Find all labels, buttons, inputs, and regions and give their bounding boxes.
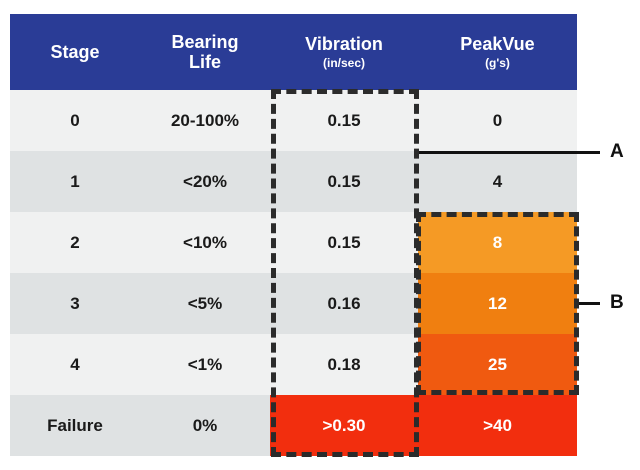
stage-cell: 4 bbox=[70, 354, 80, 374]
peakvue-cell-failure: >40 bbox=[418, 395, 577, 456]
vibration-dashed-outline bbox=[271, 89, 419, 457]
table-header: Stage Bearing Life Vibration (in/sec) Pe… bbox=[10, 14, 577, 90]
header-bearing-life: Bearing Life bbox=[140, 14, 270, 90]
bearing-life-cell: <5% bbox=[187, 293, 223, 313]
vibration-cell: 0.15 bbox=[327, 110, 361, 130]
vibration-cell: 0.15 bbox=[327, 232, 361, 252]
bearing-life-cell: 20-100% bbox=[170, 110, 240, 130]
header-bearing-label-2: Life bbox=[188, 52, 221, 72]
vibration-cell: 0.15 bbox=[327, 171, 361, 191]
callout-a-label: A bbox=[610, 141, 624, 162]
peakvue-cell-warning: 12 bbox=[418, 273, 577, 334]
stage-cell: 2 bbox=[70, 232, 80, 252]
header-stage: Stage bbox=[10, 14, 140, 90]
stage-cell: 3 bbox=[70, 293, 80, 313]
table-row: 1 <20% 0.15 4 bbox=[10, 151, 577, 212]
header-vibration-label: Vibration bbox=[305, 34, 383, 54]
peakvue-cell-warning: 25 bbox=[418, 334, 577, 395]
header-vibration: Vibration (in/sec) bbox=[270, 14, 418, 90]
header-peakvue: PeakVue (g's) bbox=[418, 14, 577, 90]
bearing-life-cell: <10% bbox=[183, 232, 227, 252]
bearing-life-cell: <1% bbox=[187, 354, 223, 374]
table-row: 2 <10% 0.15 8 bbox=[10, 212, 577, 273]
peakvue-dashed-outline bbox=[416, 212, 579, 395]
callout-a-line bbox=[419, 151, 600, 154]
vibration-cell-failure: >0.30 bbox=[270, 395, 418, 456]
vibration-cell: 0.16 bbox=[327, 293, 361, 313]
table-row: 0 20-100% 0.15 0 bbox=[10, 90, 577, 151]
bearing-life-cell: <20% bbox=[183, 171, 227, 191]
peakvue-cell: 4 bbox=[492, 171, 503, 191]
header-stage-label: Stage bbox=[50, 42, 100, 62]
stage-cell: 1 bbox=[70, 171, 80, 191]
stage-cell: Failure bbox=[47, 415, 103, 435]
stage-cell: 0 bbox=[70, 110, 80, 130]
header-peakvue-label: PeakVue bbox=[460, 34, 535, 54]
peakvue-cell-warning: 8 bbox=[418, 212, 577, 273]
header-peakvue-unit: (g's) bbox=[485, 56, 510, 70]
header-vibration-unit: (in/sec) bbox=[322, 56, 365, 70]
peakvue-cell: 0 bbox=[492, 110, 503, 130]
bearing-failure-stage-table: Stage Bearing Life Vibration (in/sec) Pe… bbox=[10, 14, 577, 456]
header-bearing-label-1: Bearing bbox=[171, 32, 239, 52]
callout-b-line bbox=[579, 302, 600, 305]
vibration-cell: 0.18 bbox=[327, 354, 361, 374]
table-row: 3 <5% 0.16 12 bbox=[10, 273, 577, 334]
table-row: 4 <1% 0.18 25 bbox=[10, 334, 577, 395]
callout-b-label: B bbox=[610, 292, 624, 313]
table-row: Failure 0% >0.30 >40 bbox=[10, 395, 577, 456]
bearing-life-cell: 0% bbox=[192, 415, 218, 435]
